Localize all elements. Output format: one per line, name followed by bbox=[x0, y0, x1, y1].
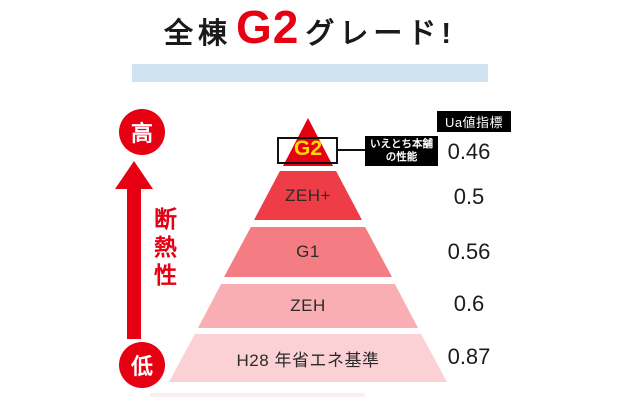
level-label-h28: H28 年省エネ基準 bbox=[236, 350, 380, 370]
pyramid-level-h28: H28 年省エネ基準 bbox=[169, 334, 447, 382]
callout-line2: の性能 bbox=[385, 151, 418, 163]
ua-value-g2: 0.46 bbox=[447, 139, 491, 164]
axis-arrow-up-icon bbox=[115, 161, 153, 189]
ua-value-zeh: 0.6 bbox=[453, 291, 485, 316]
title-prefix: 全棟 bbox=[163, 18, 232, 50]
pyramid-level-g1: G1 bbox=[224, 227, 392, 277]
page-title: 全棟 G2 グレード! bbox=[0, 0, 620, 86]
level-label-zeh: ZEH bbox=[290, 296, 326, 315]
callout-connector-line bbox=[338, 149, 366, 151]
title-suffix: グレード! bbox=[305, 18, 457, 50]
axis-low-badge: 低 bbox=[119, 342, 165, 388]
level-label-g2: G2 bbox=[293, 137, 322, 160]
pyramid-base-shadow bbox=[150, 393, 365, 397]
callout-line1: いえとち本舗 bbox=[370, 137, 433, 150]
ua-value-g1: 0.56 bbox=[447, 239, 491, 264]
level-label-zeh-plus: ZEH+ bbox=[285, 185, 331, 205]
ua-index-header: Ua値指標 bbox=[437, 111, 511, 132]
title-highlight-bar bbox=[132, 64, 488, 82]
pyramid-level-zeh: ZEH bbox=[198, 284, 418, 328]
level-label-g1: G1 bbox=[296, 242, 320, 261]
pyramid-level-zeh-plus: ZEH+ bbox=[254, 171, 362, 220]
axis-high-badge: 高 bbox=[119, 109, 165, 155]
g2-highlight-frame bbox=[277, 137, 338, 164]
ua-value-zeh-plus: 0.5 bbox=[453, 184, 485, 209]
axis-label-insulation: 断熱性 bbox=[154, 206, 177, 289]
title-emphasis-g2: G2 bbox=[235, 1, 300, 53]
callout-box: いえとち本舗 の性能 bbox=[365, 136, 438, 166]
axis-arrow-shaft bbox=[127, 187, 141, 339]
ua-value-h28: 0.87 bbox=[447, 344, 491, 369]
